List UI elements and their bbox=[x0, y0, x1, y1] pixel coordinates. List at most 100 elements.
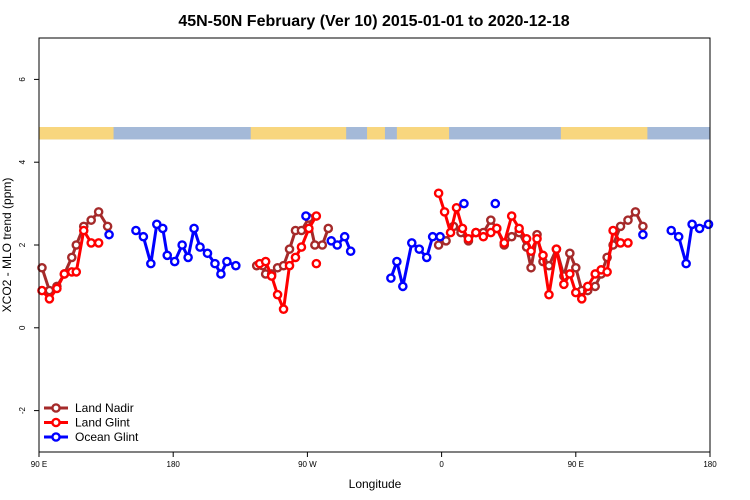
data-point bbox=[183, 252, 193, 263]
y-tick-label-4: 6 bbox=[18, 77, 27, 82]
data-point bbox=[284, 260, 295, 271]
y-tick-label-0: -2 bbox=[18, 406, 27, 414]
land-segment-0 bbox=[39, 127, 114, 140]
data-point bbox=[582, 281, 593, 292]
data-point bbox=[37, 262, 47, 273]
data-point bbox=[260, 256, 271, 267]
data-point bbox=[284, 244, 295, 254]
data-point bbox=[490, 198, 501, 209]
data-point bbox=[59, 269, 70, 279]
data-point bbox=[216, 269, 226, 279]
data-point bbox=[433, 188, 444, 199]
data-point bbox=[52, 283, 62, 294]
data-point bbox=[565, 248, 575, 259]
data-point bbox=[506, 231, 517, 242]
data-point bbox=[189, 223, 199, 234]
data-point bbox=[421, 252, 432, 263]
chart-title: 45N-50N February (Ver 10) 2015-01-01 to … bbox=[178, 13, 569, 30]
data-point bbox=[526, 246, 536, 257]
data-point bbox=[317, 240, 328, 250]
series-layer bbox=[37, 188, 714, 314]
data-point bbox=[296, 225, 307, 236]
x-tick-label-2: 90 W bbox=[298, 460, 317, 469]
data-point bbox=[439, 207, 450, 217]
data-point bbox=[499, 238, 510, 248]
data-point bbox=[459, 198, 469, 209]
land-segment-3 bbox=[396, 127, 450, 140]
data-point bbox=[266, 271, 277, 281]
data-point bbox=[272, 289, 283, 300]
data-point bbox=[157, 223, 168, 234]
x-tick-label-1: 180 bbox=[167, 460, 181, 469]
y-axis: -2 0 2 4 6 bbox=[18, 77, 39, 414]
data-point bbox=[486, 215, 496, 225]
data-point bbox=[311, 258, 322, 269]
legend-swatch-marker bbox=[51, 432, 61, 442]
y-tick-label-1: 0 bbox=[18, 325, 27, 330]
data-point bbox=[146, 258, 156, 269]
land-mask bbox=[39, 127, 710, 140]
data-point bbox=[406, 238, 417, 248]
data-point bbox=[551, 244, 562, 254]
data-point bbox=[451, 202, 462, 213]
data-point bbox=[93, 238, 104, 248]
data-point bbox=[86, 238, 96, 248]
data-point bbox=[478, 231, 489, 242]
y-tick-label-2: 2 bbox=[18, 242, 27, 247]
data-point bbox=[210, 258, 220, 269]
legend-label: Land Glint bbox=[75, 416, 130, 430]
data-point bbox=[138, 231, 149, 242]
data-point bbox=[638, 229, 648, 240]
y-tick-label-3: 4 bbox=[18, 159, 27, 164]
data-point bbox=[630, 207, 641, 217]
x-axis-label: Longitude bbox=[349, 477, 402, 491]
x-axis: 90 E 180 90 W 0 90 E 180 bbox=[31, 452, 717, 469]
data-point bbox=[463, 233, 474, 244]
data-point bbox=[71, 267, 82, 277]
data-point bbox=[559, 279, 569, 290]
data-point bbox=[576, 294, 587, 304]
data-point bbox=[615, 221, 626, 232]
legend-swatch-marker bbox=[51, 403, 61, 413]
data-point bbox=[301, 211, 311, 221]
data-point bbox=[37, 285, 47, 296]
data-point bbox=[608, 225, 618, 236]
land-segment-4 bbox=[560, 127, 648, 140]
x-tick-label-3: 0 bbox=[439, 460, 444, 469]
data-point bbox=[169, 256, 180, 267]
series-land-glint bbox=[37, 188, 633, 314]
data-point bbox=[323, 223, 334, 234]
data-point bbox=[310, 240, 320, 250]
data-point bbox=[526, 262, 536, 273]
data-point bbox=[435, 231, 445, 242]
data-point bbox=[202, 248, 213, 259]
data-point bbox=[102, 221, 113, 232]
data-point bbox=[296, 242, 307, 252]
data-point bbox=[78, 225, 89, 236]
data-point bbox=[544, 289, 554, 300]
data-point bbox=[506, 211, 517, 221]
data-point bbox=[332, 240, 343, 250]
data-point bbox=[398, 281, 408, 292]
data-point bbox=[86, 215, 96, 225]
data-point bbox=[666, 225, 677, 236]
data-point bbox=[602, 267, 612, 277]
series-ocean-glint bbox=[104, 198, 714, 292]
y-axis-label: XCO2 - MLO trend (ppm) bbox=[0, 178, 14, 313]
data-point bbox=[67, 252, 77, 263]
data-point bbox=[290, 252, 301, 263]
data-point bbox=[278, 304, 289, 314]
data-point bbox=[491, 223, 502, 234]
data-point bbox=[44, 294, 55, 304]
data-point bbox=[623, 238, 633, 248]
data-point bbox=[457, 223, 468, 234]
data-point bbox=[673, 231, 684, 242]
legend-label: Land Nadir bbox=[75, 401, 134, 415]
data-point bbox=[427, 231, 438, 242]
series-line bbox=[259, 215, 318, 311]
land-segment-2 bbox=[367, 127, 385, 140]
data-point bbox=[703, 219, 714, 230]
legend-swatch-marker bbox=[51, 417, 61, 428]
data-point bbox=[162, 250, 173, 261]
